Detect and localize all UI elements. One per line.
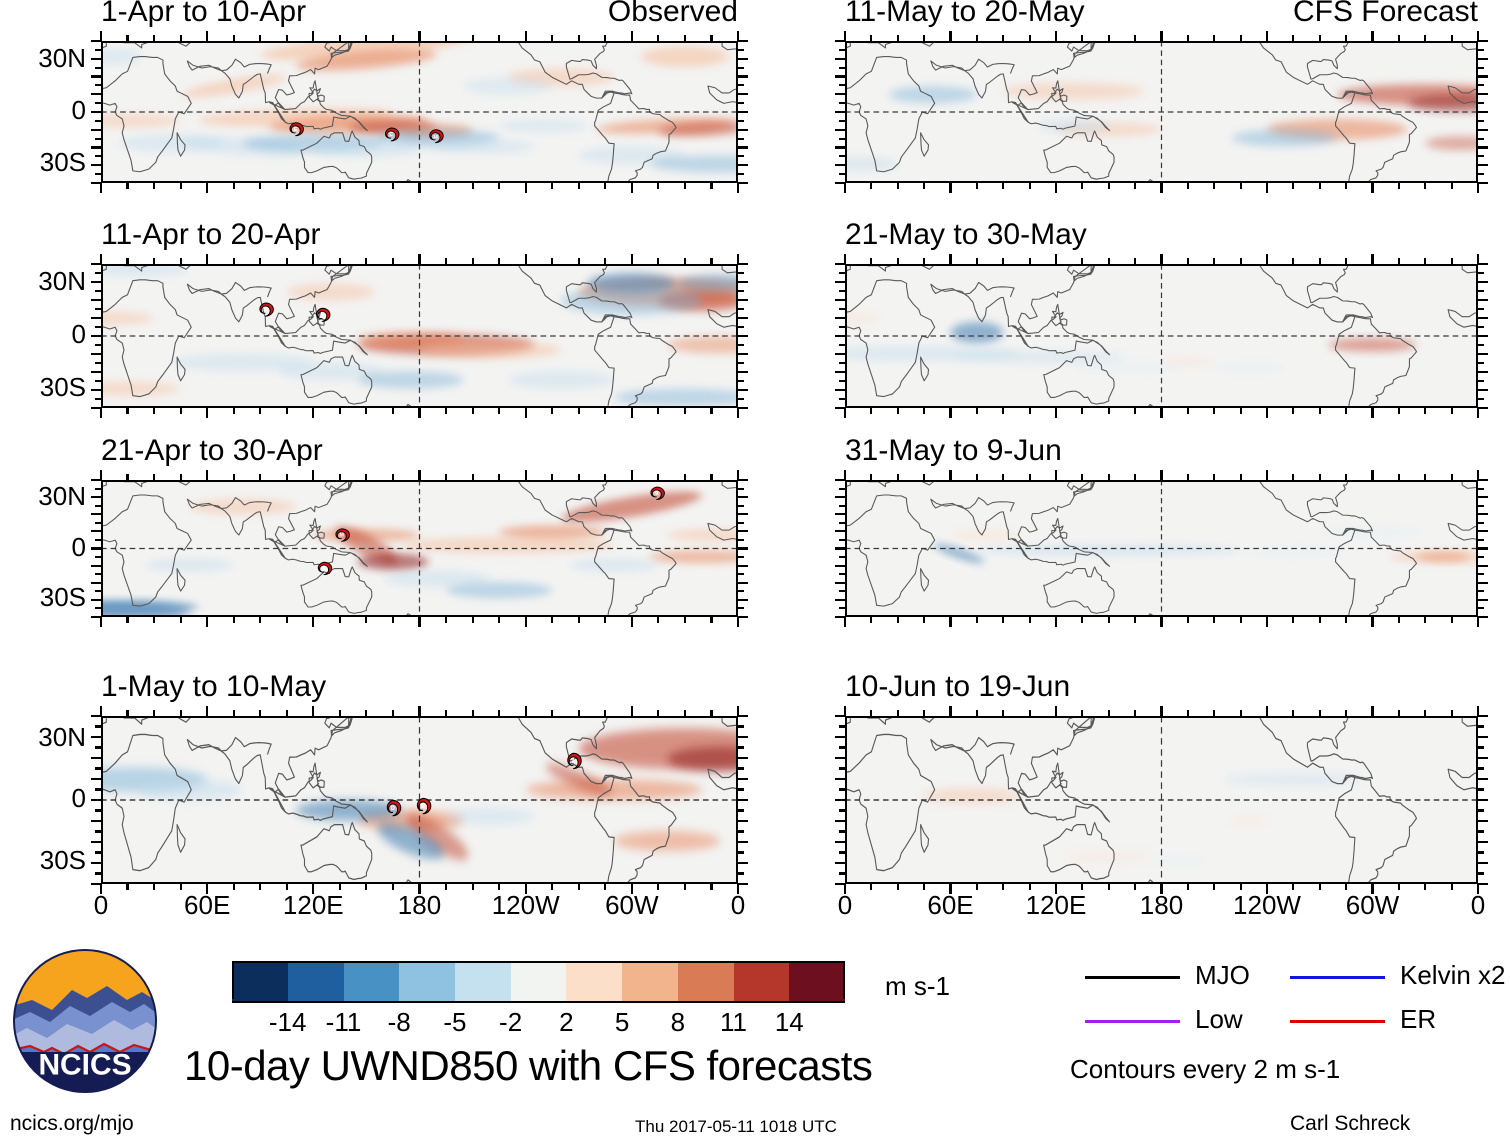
svg-text:NCICS: NCICS [38,1048,131,1081]
